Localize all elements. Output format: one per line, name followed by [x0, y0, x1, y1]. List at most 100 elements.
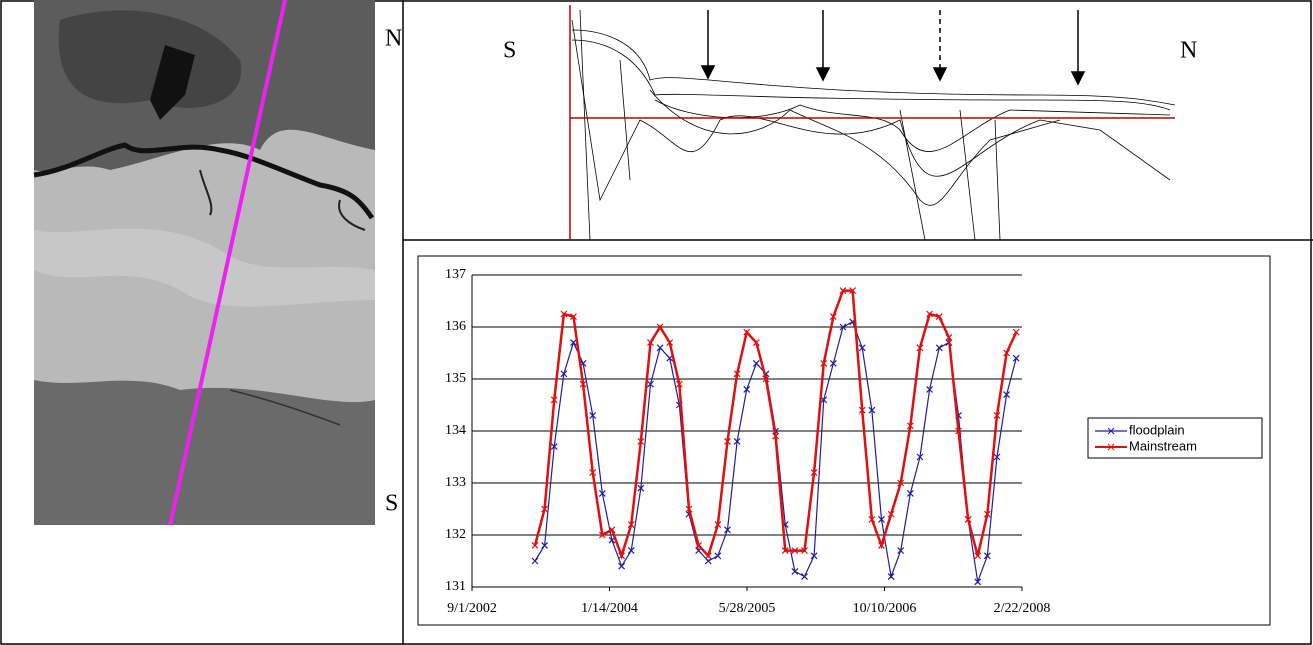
- data-point: [1012, 354, 1020, 362]
- y-tick-label: 134: [445, 423, 466, 438]
- data-point: [656, 344, 664, 352]
- data-point: [791, 567, 799, 575]
- data-point: [983, 552, 991, 560]
- data-point: [810, 469, 818, 477]
- legend-label: floodplain: [1129, 422, 1185, 437]
- data-point: [781, 547, 789, 555]
- data-point: [598, 489, 606, 497]
- data-point: [849, 287, 857, 295]
- line-chart: 131 132 133 134 135 136 137 9/1/2002 1/14/2004 5/…: [445, 267, 1197, 616]
- data-point: [714, 521, 722, 529]
- data-point: [550, 396, 558, 404]
- data-point: [647, 380, 654, 388]
- data-point: [801, 547, 808, 555]
- x-tick-label: 5/28/2005: [719, 601, 776, 616]
- data-point: [974, 552, 982, 560]
- data-point: [704, 552, 712, 560]
- y-tick-label: 131: [445, 579, 466, 594]
- data-point: [829, 359, 837, 367]
- data-point: [801, 573, 808, 581]
- x-tick-label: 10/10/2006: [853, 601, 917, 616]
- data-point: [945, 333, 953, 341]
- profile-north-label: N: [1180, 38, 1197, 64]
- data-point: [570, 313, 577, 321]
- y-tick-label: 137: [445, 267, 466, 282]
- data-point: [627, 521, 635, 529]
- profile-south-label: S: [503, 38, 516, 64]
- data-point: [550, 443, 558, 451]
- legend-marker: [1107, 427, 1115, 435]
- x-tick-label: 1/14/2004: [581, 601, 638, 616]
- data-point: [887, 510, 895, 518]
- x-tick-label: 9/1/2002: [447, 601, 497, 616]
- data-point: [695, 541, 703, 549]
- south-label: S: [385, 491, 398, 517]
- legend-box: [1087, 417, 1263, 459]
- data-point: [897, 479, 905, 487]
- data-point: [743, 328, 751, 336]
- data-point: [627, 547, 635, 555]
- data-point: [1003, 349, 1011, 357]
- x-tick-label: 2/22/2008: [994, 601, 1051, 616]
- data-point: [589, 411, 597, 419]
- data-point: [656, 323, 664, 331]
- data-point: [839, 323, 847, 331]
- y-tick-label: 132: [445, 527, 466, 542]
- data-point: [724, 526, 731, 534]
- data-point: [743, 385, 751, 393]
- data-point: [589, 469, 597, 477]
- data-point: [598, 531, 606, 539]
- north-label: N: [385, 26, 402, 52]
- data-point: [868, 515, 876, 523]
- data-point: [878, 541, 885, 549]
- data-point: [906, 422, 914, 430]
- data-point: [772, 432, 780, 440]
- data-point: [541, 505, 549, 513]
- data-point: [820, 359, 828, 367]
- data-point: [608, 526, 616, 534]
- data-point: [878, 515, 885, 523]
- data-point: [752, 339, 760, 347]
- data-point: [993, 453, 1001, 461]
- data-point: [637, 437, 645, 445]
- legend-label: Mainstream: [1129, 438, 1197, 453]
- profile-image: [569, 5, 1176, 241]
- data-point: [570, 339, 577, 347]
- data-point: [1003, 391, 1011, 399]
- data-point: [579, 380, 587, 388]
- data-point: [935, 344, 943, 352]
- data-point: [618, 562, 626, 570]
- data-point: [926, 310, 934, 318]
- data-point: [733, 370, 741, 378]
- data-point: [858, 344, 866, 352]
- data-point: [647, 339, 654, 347]
- data-point: [685, 505, 693, 513]
- data-point: [829, 313, 837, 321]
- data-point: [916, 453, 924, 461]
- data-point: [897, 547, 905, 555]
- data-point: [916, 344, 924, 352]
- legend-marker: [1107, 443, 1115, 451]
- data-point: [964, 515, 972, 523]
- data-point: [762, 375, 770, 383]
- data-point: [752, 359, 760, 367]
- data-point: [1012, 328, 1020, 336]
- y-tick-label: 135: [445, 371, 466, 386]
- data-point: [704, 557, 712, 565]
- y-tick-label: 133: [445, 475, 466, 490]
- data-point: [618, 552, 626, 560]
- data-point: [839, 287, 847, 295]
- data-point: [675, 380, 683, 388]
- data-point: [983, 510, 991, 518]
- data-point: [955, 427, 962, 435]
- data-point: [724, 437, 731, 445]
- data-point: [887, 573, 895, 581]
- data-point: [868, 406, 876, 414]
- data-point: [906, 489, 914, 497]
- data-point: [935, 313, 943, 321]
- satellite-image: [33, 0, 375, 526]
- data-point: [714, 552, 722, 560]
- data-point: [974, 578, 982, 586]
